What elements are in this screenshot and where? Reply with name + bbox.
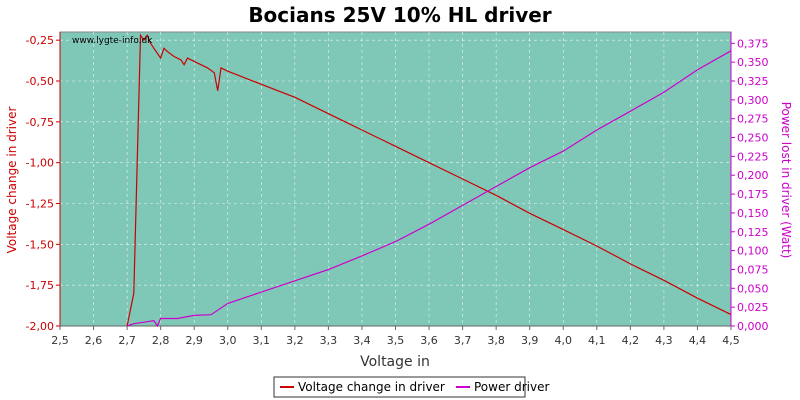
y-right-tick-label: 0,375 — [737, 37, 769, 50]
x-tick-label: 3,1 — [253, 334, 271, 347]
x-tick-label: 4,2 — [622, 334, 640, 347]
y-left-tick-label: -1,50 — [26, 238, 54, 251]
x-tick-label: 4,0 — [555, 334, 573, 347]
x-tick-label: 3,0 — [219, 334, 237, 347]
x-tick-label: 3,8 — [487, 334, 505, 347]
y-axis-label-left: Voltage change in driver — [5, 107, 19, 254]
y-right-tick-label: 0,025 — [737, 301, 769, 314]
x-tick-label: 2,9 — [185, 334, 203, 347]
y-left-tick-label: -0,75 — [26, 116, 54, 129]
legend-label: Power driver — [474, 380, 549, 394]
x-tick-label: 4,1 — [588, 334, 606, 347]
y-left-tick-label: -0,25 — [26, 34, 54, 47]
y-left-tick-label: -0,50 — [26, 75, 54, 88]
y-left-tick-label: -1,25 — [26, 198, 54, 211]
chart-title: Bocians 25V 10% HL driver — [248, 3, 551, 27]
y-right-tick-label: 0,225 — [737, 150, 769, 163]
x-tick-label: 2,6 — [85, 334, 103, 347]
x-axis-label: Voltage in — [360, 354, 430, 370]
y-left-tick-label: -1,75 — [26, 279, 54, 292]
plot-area: 2,5 2,6 2,7 2,8 2,9 3,0 3,1 3,2 3,3 3,4 3,5 3,6 3,7 3… — [26, 31, 769, 347]
series-line-voltage-change — [126, 33, 732, 327]
y-right-tick-label: 0,200 — [737, 169, 769, 182]
y-right-tick-label: 0,125 — [737, 226, 769, 239]
y-right-tick-label: 0,150 — [737, 207, 769, 220]
y-right-tick-label: 0,100 — [737, 245, 769, 258]
y-right-tick-label: 0,175 — [737, 188, 769, 201]
y-right-tick-label: 0,300 — [737, 94, 769, 107]
y-left-tick-label: -2,00 — [26, 320, 54, 333]
y-right-tick-label: 0,250 — [737, 132, 769, 145]
y-right-tick-label: 0,325 — [737, 75, 769, 88]
legend-label: Voltage change in driver — [298, 380, 445, 394]
y-right-tick-label: 0,275 — [737, 113, 769, 126]
x-tick-label: 2,8 — [152, 334, 170, 347]
x-tick-label: 4,5 — [722, 334, 740, 347]
x-tick-label: 4,4 — [689, 334, 707, 347]
x-tick-label: 3,9 — [521, 334, 539, 347]
y-right-tick-label: 0,075 — [737, 263, 769, 276]
legend: Voltage change in driver Power driver — [273, 376, 549, 398]
watermark: www.lygte-info.dk — [72, 36, 153, 46]
x-tick-label: 3,2 — [286, 334, 304, 347]
x-tick-label: 3,3 — [320, 334, 338, 347]
y-right-tick-label: 0,050 — [737, 282, 769, 295]
legend-box — [273, 376, 526, 398]
series-line-power — [126, 50, 732, 328]
y-left-tick-label: -1,00 — [26, 157, 54, 170]
x-tick-label: 4,3 — [655, 334, 673, 347]
y-right-tick-label: 0,000 — [737, 320, 769, 333]
y-axis-label-right: Power lost in driver (Watt) — [779, 102, 793, 259]
y-right-tick-label: 0,350 — [737, 56, 769, 69]
x-tick-label: 2,5 — [51, 334, 69, 347]
x-tick-label: 3,4 — [353, 334, 371, 347]
x-tick-label: 2,7 — [118, 334, 136, 347]
x-tick-label: 3,7 — [454, 334, 472, 347]
x-tick-label: 3,6 — [420, 334, 438, 347]
x-tick-label: 3,5 — [387, 334, 405, 347]
